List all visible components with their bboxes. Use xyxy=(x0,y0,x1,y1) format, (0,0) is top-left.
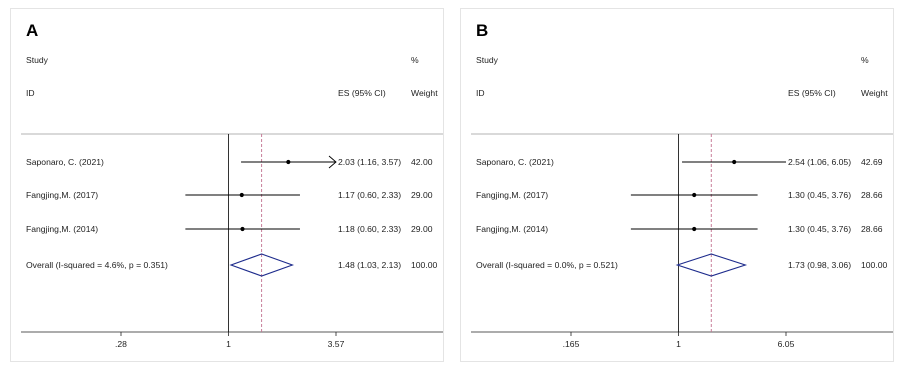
point-estimate-marker xyxy=(286,159,291,165)
point-estimate-marker xyxy=(692,192,697,198)
effect-size-ci-label: 2.54 (1.06, 6.05) xyxy=(788,157,851,167)
overall-effect-size-ci-label: 1.48 (1.03, 2.13) xyxy=(338,260,401,270)
forest-plot-svg: B Study ID ES (95% CI)% Weight Saponaro, C. (… xyxy=(471,21,893,349)
weight-label: 42.69 xyxy=(861,157,883,167)
overall-weight-label: 100.00 xyxy=(861,260,888,270)
weight-label: 29.00 xyxy=(411,224,433,234)
x-axis-tick-label: .165 xyxy=(563,339,580,349)
weight-label: 28.66 xyxy=(861,190,883,200)
effect-size-ci-label: 1.17 (0.60, 2.33) xyxy=(338,190,401,200)
study-name: Saponaro, C. (2021) xyxy=(26,157,104,167)
study-name: Fangjing,M. (2017) xyxy=(26,190,98,200)
id-header: ID xyxy=(26,88,35,98)
study-name: Fangjing,M. (2014) xyxy=(476,224,548,234)
x-axis-tick-label: 3.57 xyxy=(328,339,345,349)
weight-label: 42.00 xyxy=(411,157,433,167)
weight-label: 28.66 xyxy=(861,224,883,234)
es-header: ES (95% CI) xyxy=(338,88,386,98)
point-estimate-marker xyxy=(239,192,244,198)
overall-label: Overall (I-squared = 4.6%, p = 0.351) xyxy=(26,260,168,270)
x-axis-tick-label: 1 xyxy=(676,339,681,349)
panel-label: A xyxy=(26,21,38,40)
overall-label: Overall (I-squared = 0.0%, p = 0.521) xyxy=(476,260,618,270)
study-name: Saponaro, C. (2021) xyxy=(476,157,554,167)
x-axis-tick-label: .28 xyxy=(115,339,127,349)
study-name: Fangjing,M. (2014) xyxy=(26,224,98,234)
study-header: Study xyxy=(476,55,499,65)
panel-label: B xyxy=(476,21,488,40)
point-estimate-marker xyxy=(240,226,245,232)
weight-label: 29.00 xyxy=(411,190,433,200)
weight-header: Weight xyxy=(861,88,888,98)
x-axis-tick-label: 6.05 xyxy=(778,339,795,349)
weight-header: Weight xyxy=(411,88,438,98)
effect-size-ci-label: 1.30 (0.45, 3.76) xyxy=(788,190,851,200)
es-header: ES (95% CI) xyxy=(788,88,836,98)
forest-plot-panel-b: B Study ID ES (95% CI)% Weight Saponaro, C. (… xyxy=(460,8,894,362)
effect-size-ci-label: 1.18 (0.60, 2.33) xyxy=(338,224,401,234)
study-header: Study xyxy=(26,55,49,65)
point-estimate-marker xyxy=(732,159,737,165)
overall-weight-label: 100.00 xyxy=(411,260,438,270)
study-name: Fangjing,M. (2017) xyxy=(476,190,548,200)
ci-truncation-arrow xyxy=(328,155,337,169)
forest-plot-svg: A Study ID ES (95% CI)% Weight Saponaro, C. (… xyxy=(21,21,443,349)
overall-diamond xyxy=(675,253,748,277)
overall-effect-size-ci-label: 1.73 (0.98, 3.06) xyxy=(788,260,851,270)
weight-percent-header: % xyxy=(411,55,419,65)
x-axis-tick-label: 1 xyxy=(226,339,231,349)
effect-size-ci-label: 2.03 (1.16, 3.57) xyxy=(338,157,401,167)
point-estimate-marker xyxy=(692,226,697,232)
weight-percent-header: % xyxy=(861,55,869,65)
effect-size-ci-label: 1.30 (0.45, 3.76) xyxy=(788,224,851,234)
overall-diamond xyxy=(229,253,295,277)
forest-plot-panel-a: A Study ID ES (95% CI)% Weight Saponaro, C. (… xyxy=(10,8,444,362)
id-header: ID xyxy=(476,88,485,98)
